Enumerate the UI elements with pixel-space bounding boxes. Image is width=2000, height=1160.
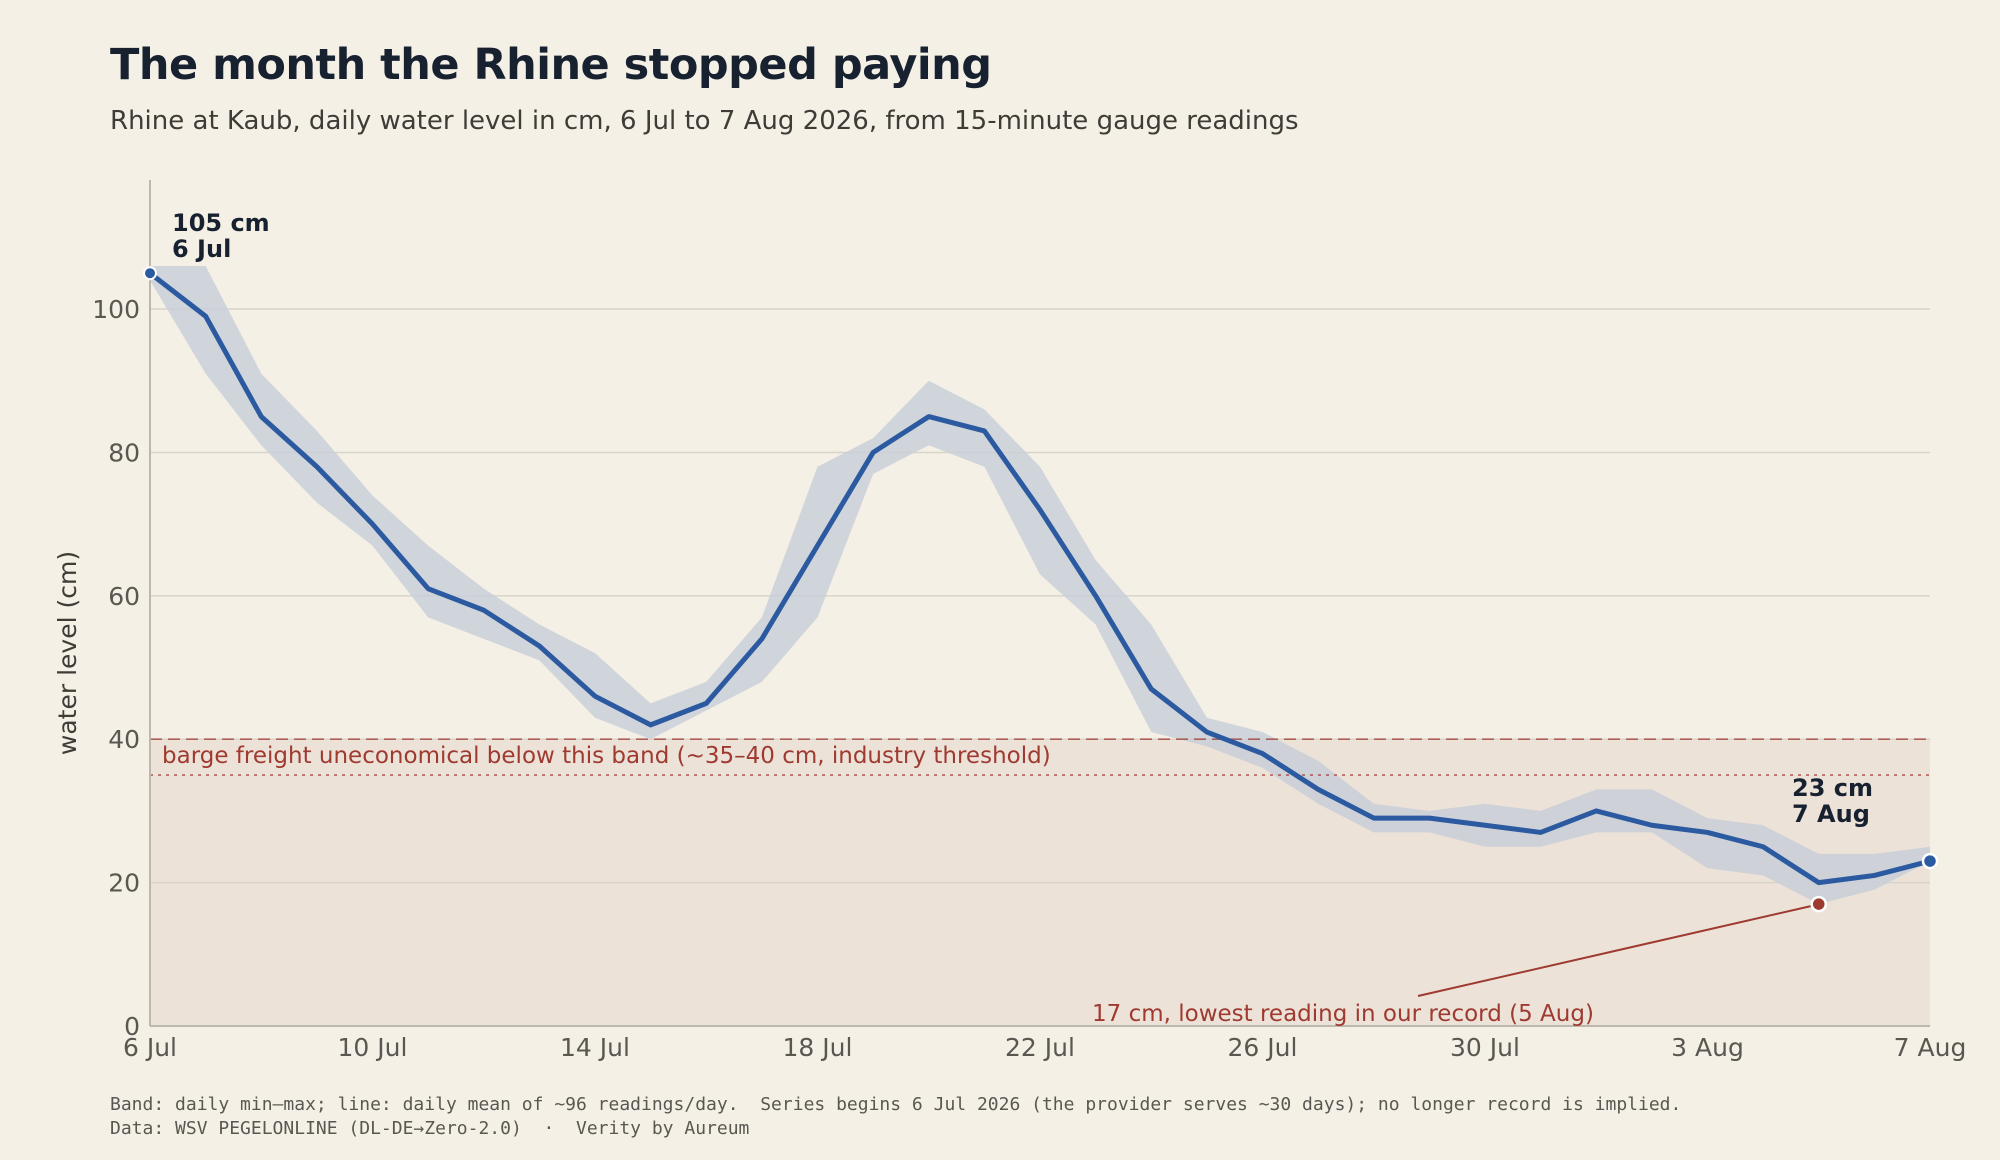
end-label-value: 23 cm: [1792, 774, 1873, 802]
annotations: 105 cm6 Jul 23 cm7 Aug 17 cm, lowest readi…: [143, 209, 1939, 1027]
end-label-date: 7 Aug: [1792, 800, 1870, 828]
footer-note: Band: daily min–max; line: daily mean of…: [110, 1094, 1682, 1115]
y-tick-label: 20: [108, 869, 140, 898]
mean-line: [147, 270, 1933, 886]
y-tick-label: 0: [124, 1012, 140, 1041]
mean-line-layer: [147, 270, 1933, 886]
chart-title: The month the Rhine stopped paying: [110, 40, 992, 90]
chart-subtitle: Rhine at Kaub, daily water level in cm, …: [110, 106, 1299, 136]
axes: 0 20 40 60 80 100 6 Jul 10 Jul 14 Jul 18 Jul 22 Ju…: [53, 180, 1966, 1062]
min-max-band: [150, 266, 1930, 905]
y-tick-label: 60: [108, 582, 140, 611]
x-tick-label: 10 Jul: [338, 1033, 408, 1062]
lowest-leader-line: [1417, 905, 1811, 997]
threshold-label: barge freight uneconomical below this ba…: [162, 743, 1051, 769]
y-tick-label: 100: [92, 295, 140, 324]
start-point: [143, 266, 157, 281]
x-tick-label: 26 Jul: [1228, 1033, 1298, 1062]
footer-source: Data: WSV PEGELONLINE (DL-DE→Zero-2.0) ·…: [110, 1118, 750, 1139]
y-tick-label: 40: [108, 725, 140, 754]
x-tick-label: 30 Jul: [1450, 1033, 1520, 1062]
x-tick-label: 6 Jul: [123, 1033, 177, 1062]
x-tick-label: 14 Jul: [560, 1033, 630, 1062]
y-axis-label: water level (cm): [53, 551, 82, 755]
lowest-label: 17 cm, lowest reading in our record (5 A…: [1092, 1001, 1594, 1027]
min-max-band-layer: [150, 266, 1930, 905]
start-label-date: 6 Jul: [172, 235, 231, 263]
start-label-value: 105 cm: [172, 209, 270, 237]
x-tick-label: 18 Jul: [783, 1033, 853, 1062]
end-point: [1921, 852, 1939, 870]
lowest-point: [1810, 895, 1827, 913]
y-tick-label: 80: [108, 438, 140, 467]
x-tick-label: 22 Jul: [1005, 1033, 1075, 1062]
x-tick-label: 3 Aug: [1671, 1033, 1744, 1062]
x-tick-label: 7 Aug: [1894, 1033, 1967, 1062]
threshold-lines: barge freight uneconomical below this ba…: [150, 738, 1930, 776]
